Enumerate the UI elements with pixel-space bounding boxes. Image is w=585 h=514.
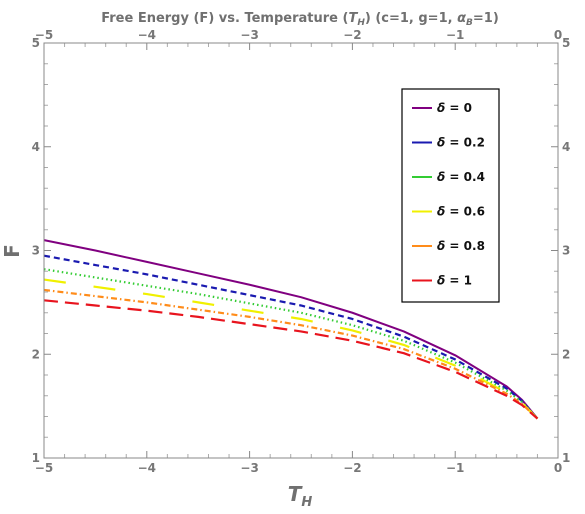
legend-label-2: δ = 0.4 <box>437 170 485 184</box>
x-tick-label-bottom: −3 <box>240 461 258 475</box>
title-alpha-subscript: B <box>466 18 473 28</box>
series-line-1 <box>43 254 539 420</box>
y-tick-label-left: 3 <box>32 244 40 258</box>
y-tick-label-right: 4 <box>562 140 570 154</box>
series-line-5 <box>43 299 539 420</box>
title-prefix: Free Energy (F) vs. Temperature ( <box>101 11 348 26</box>
series-line-4 <box>43 288 539 420</box>
series-layer <box>43 239 539 420</box>
legend-label-3: δ = 0.6 <box>437 205 485 219</box>
x-axis-label-main: T <box>288 482 303 506</box>
chart-title: Free Energy (F) vs. Temperature (TH) (c=… <box>101 11 499 28</box>
y-tick-label-right: 3 <box>562 244 570 258</box>
x-axis-label-subscript: H <box>301 495 312 510</box>
y-tick-label-right: 1 <box>562 451 570 465</box>
legend-items: δ = 0 δ = 0.2 δ = 0.4 δ = 0.6 δ = 0.8 δ = 1 <box>412 101 485 288</box>
x-tick-label-bottom: −5 <box>35 461 53 475</box>
legend-label-0: δ = 0 <box>437 101 472 115</box>
x-tick-label-bottom: −1 <box>446 461 464 475</box>
y-tick-label-left: 4 <box>32 140 40 154</box>
legend-label-4: δ = 0.8 <box>437 239 485 253</box>
x-tick-label-top: −5 <box>35 28 53 42</box>
y-tick-label-left: 1 <box>32 451 40 465</box>
y-axis-label: F <box>0 244 24 258</box>
series-line-2 <box>43 268 539 420</box>
x-tick-label-top: −1 <box>446 28 464 42</box>
legend-label-5: δ = 1 <box>437 274 472 288</box>
x-tick-label-top: −4 <box>138 28 156 42</box>
y-tick-label-left: 2 <box>32 347 40 361</box>
x-axis-label: TH <box>288 482 313 510</box>
y-tick-label-right: 5 <box>562 36 570 50</box>
x-tick-label-bottom: −2 <box>343 461 361 475</box>
plot-frame <box>43 42 559 459</box>
x-tick-label-bottom: −4 <box>138 461 156 475</box>
title-T-subscript: H <box>357 18 365 28</box>
legend-label-1: δ = 0.2 <box>437 136 485 150</box>
title-middle: ) (c=1, g=1, <box>365 11 457 26</box>
y-tick-label-right: 2 <box>562 347 570 361</box>
x-tick-label-bottom: 0 <box>554 461 562 475</box>
legend: δ = 0 δ = 0.2 δ = 0.4 δ = 0.6 δ = 0.8 δ = 1 <box>401 88 500 303</box>
series-line-0 <box>43 239 539 420</box>
title-alpha: α <box>457 11 466 26</box>
legend-box <box>401 88 500 303</box>
x-tick-label-top: −2 <box>343 28 361 42</box>
y-tick-label-left: 5 <box>32 36 40 50</box>
title-T: T <box>348 11 358 26</box>
title-suffix: =1) <box>473 11 499 26</box>
x-tick-label-top: −3 <box>240 28 258 42</box>
x-tick-label-top: 0 <box>554 28 562 42</box>
